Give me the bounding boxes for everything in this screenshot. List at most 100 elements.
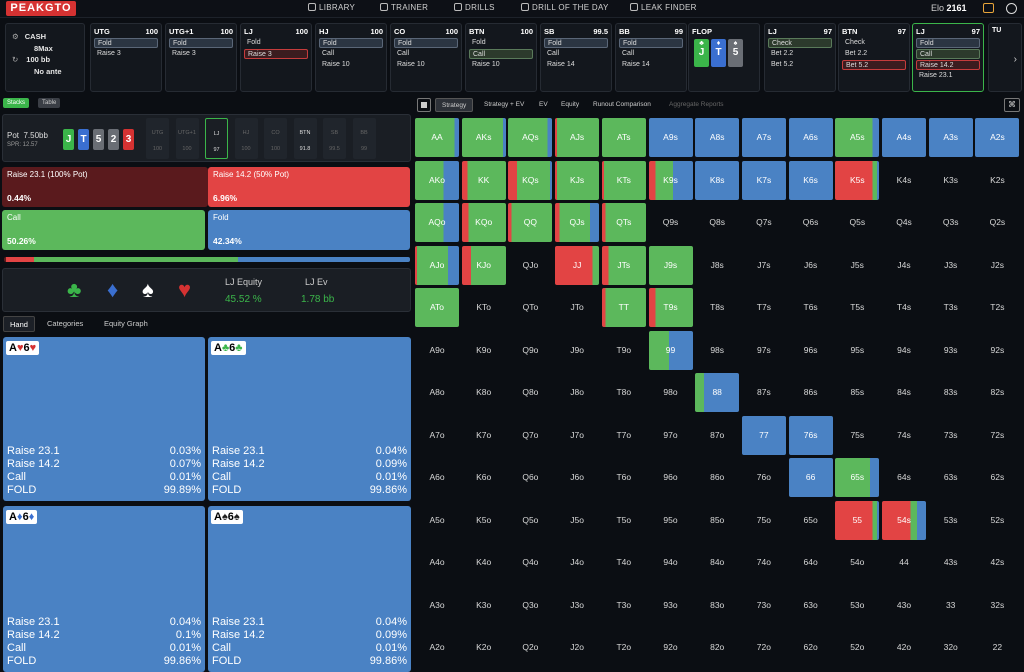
- refresh-icon[interactable]: ↻: [12, 55, 19, 64]
- controller-icon[interactable]: ⌘: [1004, 98, 1020, 112]
- hand-cell[interactable]: KJs: [555, 160, 600, 200]
- action-card-lj[interactable]: LJ 97 Check Bet 2.2 Bet 5.2: [764, 23, 836, 92]
- hand-cell[interactable]: ATs: [601, 118, 646, 157]
- hand-cell[interactable]: 22: [975, 628, 1020, 667]
- hand-cell[interactable]: 94s: [882, 330, 926, 370]
- hand-cell[interactable]: 42s: [975, 543, 1020, 582]
- hand-cell[interactable]: 62s: [975, 458, 1020, 497]
- action-card-utg[interactable]: UTG 100 Fold Raise 3: [90, 23, 162, 92]
- hand-cell[interactable]: 98o: [648, 373, 693, 412]
- hand-cell[interactable]: 97o: [648, 415, 693, 455]
- action-card-utg-plus-1[interactable]: UTG+1 100 Fold Raise 3: [165, 23, 237, 92]
- nav-drill-of-the-day[interactable]: DRILL OF THE DAY: [521, 3, 609, 12]
- hand-cell[interactable]: KQo: [461, 203, 506, 242]
- hand-cell[interactable]: K6s: [788, 160, 833, 200]
- seat-btn[interactable]: BTN 91.8: [293, 118, 317, 159]
- action-option[interactable]: Fold: [169, 38, 233, 48]
- hand-cell[interactable]: Q4o: [508, 543, 553, 582]
- hand-cell[interactable]: 94o: [648, 543, 693, 582]
- nav-leak-finder[interactable]: LEAK FINDER: [630, 3, 697, 12]
- hand-cell[interactable]: J7s: [741, 245, 786, 285]
- hand-cell[interactable]: A3s: [928, 118, 973, 157]
- action-option[interactable]: Raise 14: [547, 61, 575, 68]
- hand-cell[interactable]: T3s: [928, 288, 973, 327]
- hand-cell[interactable]: 99: [648, 330, 693, 370]
- hand-cell[interactable]: T2o: [601, 628, 646, 667]
- hand-cell[interactable]: A9o: [415, 330, 459, 370]
- hand-cell[interactable]: Q5s: [835, 203, 880, 242]
- seat-utg[interactable]: UTG 100: [146, 118, 169, 159]
- hand-cell[interactable]: K2s: [975, 160, 1020, 200]
- hand-cell[interactable]: K8o: [461, 373, 506, 412]
- hand-cell[interactable]: K9s: [648, 160, 693, 200]
- chat-icon[interactable]: [983, 3, 994, 13]
- hand-cell[interactable]: 96s: [788, 330, 833, 370]
- hand-cell[interactable]: J5s: [835, 245, 880, 285]
- hand-cell[interactable]: 87o: [695, 415, 740, 455]
- action-option[interactable]: Bet 5.2: [842, 60, 906, 70]
- hand-cell[interactable]: 64o: [788, 543, 833, 582]
- action-card-sb[interactable]: SB 99.5 Fold Call Raise 14: [540, 23, 612, 92]
- flop-card[interactable]: FLOP ♣ J ♦ T ♠ 5: [688, 23, 760, 92]
- tab-equity-graph[interactable]: Equity Graph: [104, 319, 148, 328]
- action-option[interactable]: Fold: [472, 39, 486, 46]
- hand-cell[interactable]: QTs: [601, 203, 646, 242]
- hand-cell[interactable]: 33: [928, 585, 973, 625]
- hand-cell[interactable]: T8o: [601, 373, 646, 412]
- tab-hand[interactable]: Hand: [3, 316, 35, 332]
- hand-cell[interactable]: 62o: [788, 628, 833, 667]
- action-card-co[interactable]: CO 100 Fold Call Raise 10: [390, 23, 462, 92]
- hand-cell[interactable]: T4o: [601, 543, 646, 582]
- hand-cell[interactable]: K7o: [461, 415, 506, 455]
- action-option[interactable]: Fold: [319, 38, 383, 48]
- action-option[interactable]: Call: [469, 49, 533, 59]
- hand-cell[interactable]: A5s: [835, 118, 880, 157]
- hand-cell[interactable]: J9s: [648, 245, 693, 285]
- hand-cell[interactable]: Q5o: [508, 500, 553, 540]
- hand-cell[interactable]: J8o: [555, 373, 600, 412]
- hand-cell[interactable]: JTo: [555, 288, 600, 327]
- seat-co[interactable]: CO 100: [264, 118, 287, 159]
- hand-cell[interactable]: AJo: [415, 245, 459, 285]
- action-option[interactable]: Raise 14: [622, 61, 650, 68]
- hand-cell[interactable]: KJo: [461, 245, 506, 285]
- hand-cell[interactable]: A7s: [741, 118, 786, 157]
- hand-cell[interactable]: 86s: [788, 373, 833, 412]
- action-option[interactable]: Fold: [394, 38, 458, 48]
- hand-cell[interactable]: 65o: [788, 500, 833, 540]
- hand-cell[interactable]: 74s: [882, 415, 926, 455]
- hand-cell[interactable]: A4s: [882, 118, 926, 157]
- action-option[interactable]: Fold: [619, 38, 683, 48]
- action-option[interactable]: Raise 10: [322, 61, 350, 68]
- seat-bb[interactable]: BB 99: [352, 118, 376, 159]
- hand-cell[interactable]: 32s: [975, 585, 1020, 625]
- hand-cell[interactable]: Q9s: [648, 203, 693, 242]
- nav-drills[interactable]: DRILLS: [454, 3, 495, 12]
- hand-cell[interactable]: AA: [415, 118, 459, 157]
- hand-cell[interactable]: 83o: [695, 585, 740, 625]
- hand-cell[interactable]: K2o: [461, 628, 506, 667]
- hand-cell[interactable]: A7o: [415, 415, 459, 455]
- hand-cell[interactable]: 85s: [835, 373, 880, 412]
- action-option[interactable]: Raise 3: [97, 50, 121, 57]
- tab-stacks[interactable]: Stacks: [3, 98, 30, 108]
- hand-cell[interactable]: 54s: [882, 500, 926, 540]
- grid-tab-ev[interactable]: EV: [539, 101, 548, 108]
- toggle-grid-icon[interactable]: [417, 98, 431, 112]
- hand-cell[interactable]: 92o: [648, 628, 693, 667]
- hand-cell[interactable]: A3o: [415, 585, 459, 625]
- hand-cell[interactable]: 92s: [975, 330, 1020, 370]
- action-card-lj[interactable]: LJ 97 Fold Call Raise 14.2 Raise 23.1: [912, 23, 984, 92]
- hand-cell[interactable]: J8s: [695, 245, 740, 285]
- hand-cell[interactable]: 95s: [835, 330, 880, 370]
- hand-cell[interactable]: 87s: [741, 373, 786, 412]
- hand-cell[interactable]: 54o: [835, 543, 880, 582]
- hand-cell[interactable]: Q9o: [508, 330, 553, 370]
- action-option[interactable]: Fold: [916, 38, 980, 48]
- hand-cell[interactable]: J3o: [555, 585, 600, 625]
- hand-cell[interactable]: J9o: [555, 330, 600, 370]
- hand-cell[interactable]: 32o: [928, 628, 973, 667]
- hand-cell[interactable]: 72o: [741, 628, 786, 667]
- action-option[interactable]: Call: [622, 50, 635, 57]
- grid-tab-strategy[interactable]: Strategy: [435, 98, 474, 112]
